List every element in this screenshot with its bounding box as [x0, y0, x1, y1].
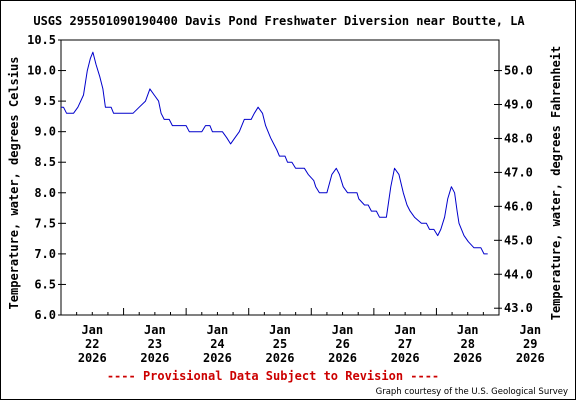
x-tick-label-line: 2026: [328, 351, 357, 365]
y-right-tick-label: 44.0: [504, 267, 533, 281]
x-tick-label-line: 2026: [140, 351, 169, 365]
x-tick-label-line: Jan: [207, 323, 229, 337]
y-tick-label: 10.0: [27, 64, 56, 78]
y-right-tick-label: 46.0: [504, 199, 533, 213]
y-tick-label: 9.0: [34, 125, 56, 139]
series-layer: [61, 51, 488, 255]
x-tick-label-line: 22: [85, 337, 99, 351]
x-tick-label-line: Jan: [394, 323, 416, 337]
x-tick-label-line: 27: [398, 337, 412, 351]
y-right-tick-label: 48.0: [504, 131, 533, 145]
x-tick-label: Jan 27 2026: [391, 323, 420, 365]
x-tick-label-line: 25: [273, 337, 287, 351]
y-tick-label: 7.5: [34, 216, 56, 230]
y-tick-label: 10.5: [27, 33, 56, 47]
y-tick-label: 8.5: [34, 155, 56, 169]
x-tick-label-line: 2026: [391, 351, 420, 365]
x-tick-label-line: 28: [460, 337, 474, 351]
x-tick-label-line: Jan: [457, 323, 479, 337]
x-tick-label-line: Jan: [269, 323, 291, 337]
right-axis: 43.0 44.0 45.0 46.0 47.0 48.0 49.0 50.0: [494, 64, 533, 315]
x-tick-label-line: Jan: [332, 323, 354, 337]
y-tick-label: 6.5: [34, 277, 56, 291]
provisional-note: ---- Provisional Data Subject to Revisio…: [107, 369, 439, 383]
left-axis-label: Temperature, water, degrees Celsius: [7, 57, 21, 310]
x-tick-label-line: 26: [335, 337, 349, 351]
y-right-tick-label: 45.0: [504, 233, 533, 247]
graph-credit: Graph courtesy of the U.S. Geological Su…: [376, 387, 568, 397]
x-tick-label: Jan 29 2026: [516, 323, 545, 365]
x-tick-label: Jan 22 2026: [78, 323, 107, 365]
x-tick-label: Jan 28 2026: [453, 323, 482, 365]
y-tick-label: 8.0: [34, 186, 56, 200]
x-tick-label-line: 2026: [266, 351, 295, 365]
x-tick-label-line: Jan: [81, 323, 103, 337]
x-tick-label-line: Jan: [144, 323, 166, 337]
x-tick-label-line: 2026: [516, 351, 545, 365]
y-tick-label: 7.0: [34, 247, 56, 261]
y-tick-label: 6.0: [34, 308, 56, 322]
y-right-tick-label: 50.0: [504, 64, 533, 78]
y-tick-label: 9.5: [34, 94, 56, 108]
x-tick-label: Jan 24 2026: [203, 323, 232, 365]
y-right-tick-label: 43.0: [504, 301, 533, 315]
right-axis-label: Temperature, water, degrees Fahrenheit: [549, 46, 563, 321]
x-tick-label-line: 2026: [453, 351, 482, 365]
x-tick-label-line: Jan: [519, 323, 541, 337]
x-tick-label-line: 23: [148, 337, 162, 351]
x-tick-label-line: 24: [210, 337, 224, 351]
left-axis: 6.0 6.5 7.0 7.5 8.0 8.5 9.0 9.5 10.0 10.5: [27, 33, 66, 322]
temperature-series-line: [61, 51, 488, 255]
x-tick-label: Jan 26 2026: [328, 323, 357, 365]
y-right-tick-label: 49.0: [504, 98, 533, 112]
x-tick-label-line: 29: [523, 337, 537, 351]
x-tick-label-line: 2026: [78, 351, 107, 365]
x-tick-label: Jan 25 2026: [266, 323, 295, 365]
x-tick-label-line: 2026: [203, 351, 232, 365]
chart-title: USGS 295501090190400 Davis Pond Freshwat…: [33, 14, 525, 28]
x-tick-label: Jan 23 2026: [140, 323, 169, 365]
plot-area: [60, 39, 500, 316]
y-right-tick-label: 47.0: [504, 165, 533, 179]
